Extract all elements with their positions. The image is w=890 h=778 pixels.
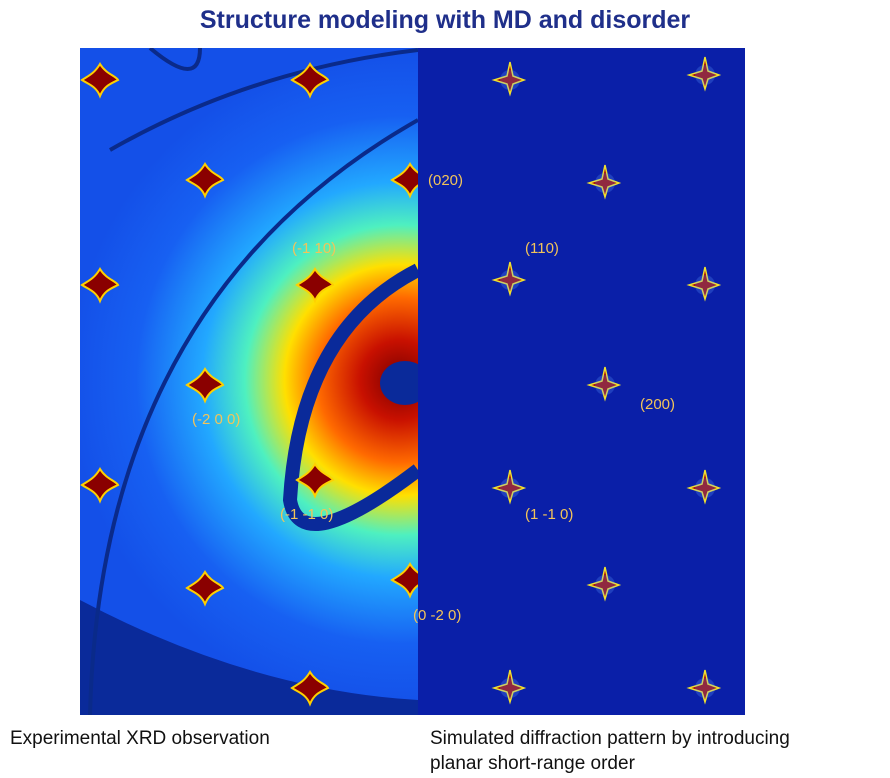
miller-index: (-2 0 0) [192, 411, 240, 428]
caption: Simulated diffraction pattern by introdu… [430, 728, 790, 750]
caption: planar short-range order [430, 753, 635, 775]
miller-index: (1 -1 0) [525, 506, 573, 523]
miller-index: (-1 -1 0) [280, 506, 333, 523]
miller-index: (0 -2 0) [413, 607, 461, 624]
page: Structure modeling with MD and disorder [0, 0, 890, 778]
figure [0, 0, 890, 778]
caption: Experimental XRD observation [10, 728, 270, 750]
simulated-image [418, 48, 745, 715]
experimental-image [80, 48, 430, 715]
miller-index: (200) [640, 396, 675, 413]
miller-index: (110) [525, 240, 559, 257]
miller-index: (020) [428, 172, 463, 189]
miller-index: (-1 10) [292, 240, 336, 257]
